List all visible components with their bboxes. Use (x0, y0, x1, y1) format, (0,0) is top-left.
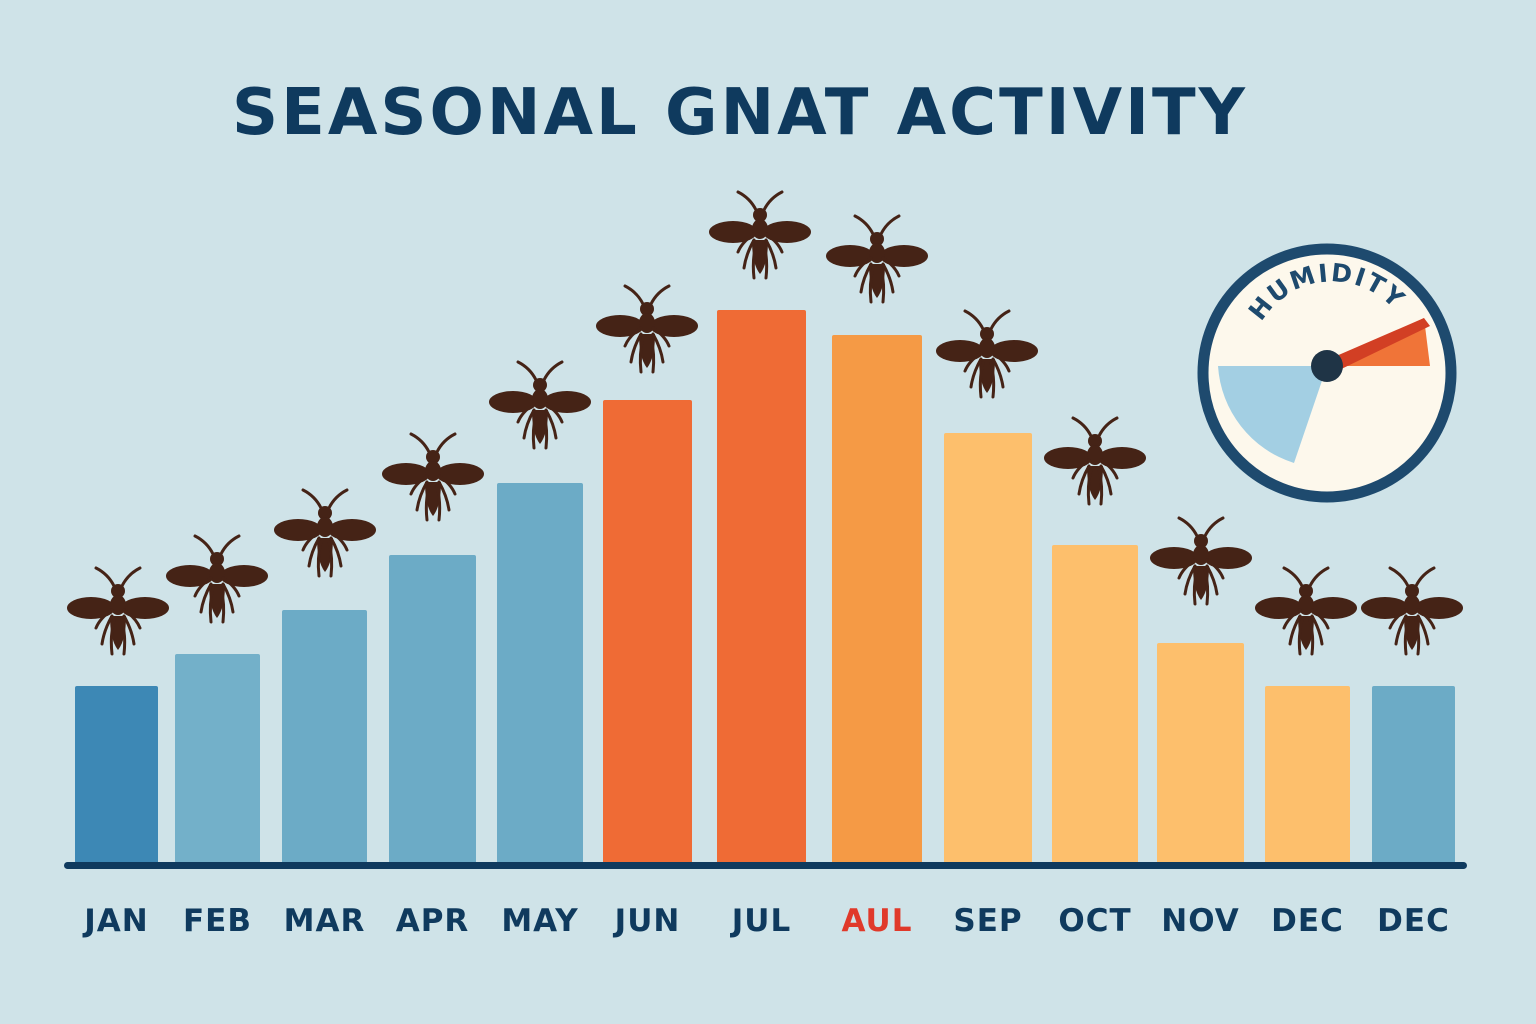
bar-aul (832, 335, 922, 864)
gnat-icon (596, 284, 698, 374)
gnat-icon-wrapper (935, 305, 1039, 409)
humidity-gauge: HUMIDITY (1197, 243, 1457, 503)
bar-sep (944, 433, 1032, 864)
x-axis-label: AUL (841, 903, 913, 939)
x-axis-label: SEP (953, 903, 1023, 939)
x-axis-label: DEC (1377, 903, 1450, 939)
x-axis-label: JUN (614, 903, 681, 939)
gnat-icon-wrapper (1043, 412, 1147, 516)
gnat-icon-wrapper (66, 562, 170, 666)
gnat-icon (1150, 516, 1252, 606)
x-axis-label: FEB (183, 903, 252, 939)
gnat-icon (1255, 566, 1357, 656)
x-axis-label: OCT (1058, 903, 1132, 939)
x-axis-label: DEC (1271, 903, 1344, 939)
x-axis-label: NOV (1161, 903, 1240, 939)
gnat-icon-wrapper (1254, 562, 1358, 666)
bar-may (497, 483, 583, 864)
gnat-icon (489, 360, 591, 450)
gnat-icon (67, 566, 169, 656)
gnat-icon (1361, 566, 1463, 656)
bar-jun (603, 400, 692, 864)
gnat-icon-wrapper (165, 530, 269, 634)
gnat-icon-wrapper (488, 356, 592, 460)
x-axis-label: JAN (84, 903, 149, 939)
gnat-icon (936, 309, 1038, 399)
gnat-icon (274, 488, 376, 578)
gnat-icon-wrapper (273, 484, 377, 588)
x-axis-label: JUL (731, 903, 792, 939)
gauge-low-zone (1218, 366, 1327, 463)
gnat-icon (166, 534, 268, 624)
gnat-icon-wrapper (381, 428, 485, 532)
bar-dec (1265, 686, 1350, 864)
x-axis-label: MAY (501, 903, 579, 939)
gnat-icon (382, 432, 484, 522)
bar-apr (389, 555, 476, 864)
gnat-icon-wrapper (595, 280, 699, 384)
gnat-icon (709, 190, 811, 280)
bar-jul (717, 310, 806, 864)
bar-feb (175, 654, 260, 864)
x-axis-label: MAR (283, 903, 366, 939)
gauge-needle (1327, 318, 1430, 374)
x-axis-line (64, 862, 1467, 869)
chart-title: SEASONAL GNAT ACTIVITY (232, 76, 1248, 150)
gnat-icon-wrapper (708, 186, 812, 290)
gnat-icon (826, 214, 928, 304)
x-axis-label: APR (395, 903, 470, 939)
bar-mar (282, 610, 367, 864)
bar-dec (1372, 686, 1455, 864)
bar-jan (75, 686, 158, 864)
bar-nov (1157, 643, 1244, 864)
gnat-icon-wrapper (1360, 562, 1464, 666)
gauge-hub (1311, 350, 1343, 382)
bar-oct (1052, 545, 1138, 864)
gnat-icon-wrapper (825, 210, 929, 314)
gnat-icon-wrapper (1149, 512, 1253, 616)
gnat-icon (1044, 416, 1146, 506)
